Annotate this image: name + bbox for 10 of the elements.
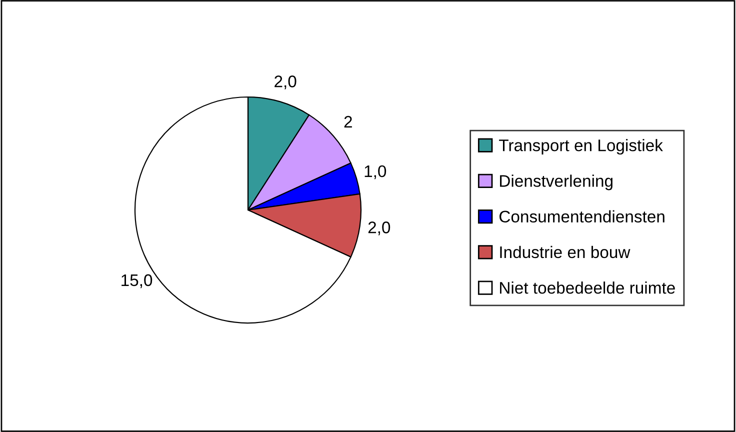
- data-label: 1,0: [364, 165, 386, 180]
- data-label: 2: [344, 116, 352, 128]
- data-label: 15,0: [122, 274, 152, 288]
- data-label: 2,0: [368, 222, 390, 236]
- data-label: 2,0: [274, 76, 296, 90]
- legend-label: Dienstverlening: [500, 174, 612, 190]
- legend-label: Consumentendiensten: [500, 210, 664, 223]
- legend-label: Transport en Logistiek: [499, 139, 663, 155]
- legend-label: Niet toebedeelde ruimte: [500, 282, 675, 294]
- legend-label: Industrie en bouw: [500, 246, 630, 258]
